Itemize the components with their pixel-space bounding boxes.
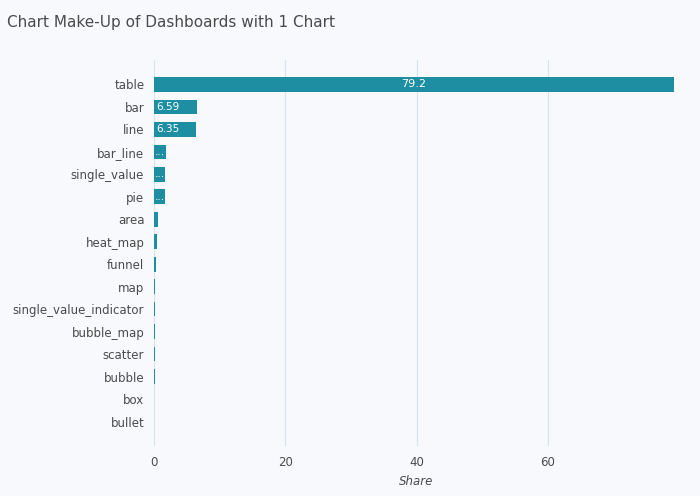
- Bar: [154, 324, 155, 339]
- Bar: [154, 212, 158, 227]
- Text: 6.59: 6.59: [156, 102, 179, 112]
- Bar: [154, 100, 197, 114]
- Text: 79.2: 79.2: [401, 79, 426, 89]
- Text: Chart Make-Up of Dashboards with 1 Chart: Chart Make-Up of Dashboards with 1 Chart: [7, 15, 335, 30]
- Bar: [154, 279, 155, 294]
- Bar: [154, 144, 166, 159]
- Text: ...: ...: [155, 147, 165, 157]
- Text: ...: ...: [155, 192, 165, 202]
- Bar: [154, 302, 155, 316]
- Bar: [154, 257, 156, 271]
- X-axis label: Share: Share: [399, 475, 434, 488]
- Bar: [154, 167, 165, 182]
- Bar: [154, 122, 196, 137]
- Bar: [154, 235, 157, 249]
- Bar: [154, 189, 164, 204]
- Text: ...: ...: [155, 169, 165, 179]
- Bar: [154, 77, 673, 92]
- Text: 6.35: 6.35: [156, 124, 179, 134]
